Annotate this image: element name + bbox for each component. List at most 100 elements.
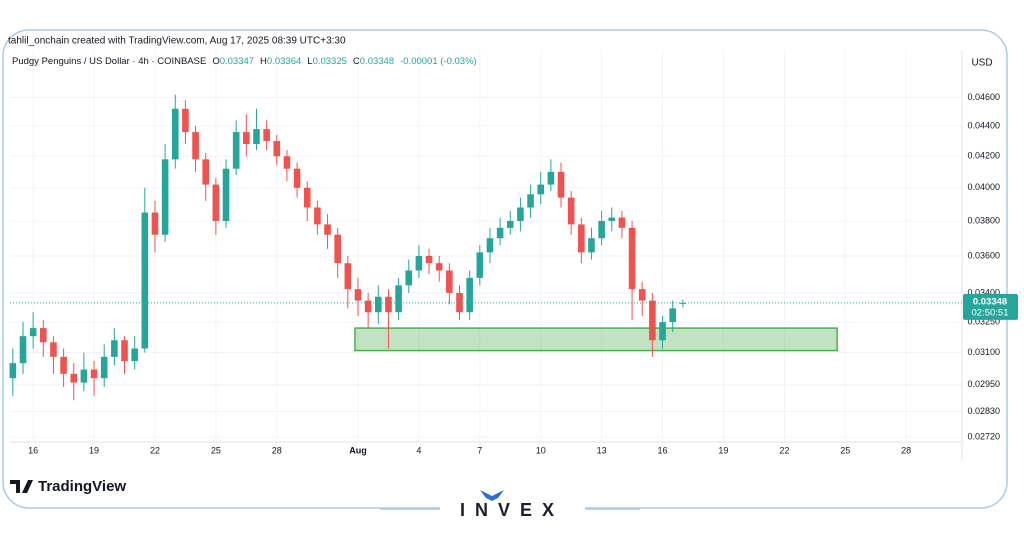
legend-value: 0.03347 — [220, 56, 254, 67]
y-tick-label: 0.04600 — [967, 92, 1000, 102]
y-tick-label: 0.03250 — [967, 316, 1000, 326]
legend-label: L — [307, 56, 312, 67]
legend: Pudgy Penguins / US Dollar · 4h · COINBA… — [12, 56, 477, 67]
candle-body — [253, 129, 260, 145]
candle-body — [476, 252, 484, 278]
candle-body — [243, 132, 250, 145]
y-tick-label: 0.03400 — [967, 287, 1000, 297]
candle-body — [29, 328, 37, 337]
candle-body — [202, 159, 210, 185]
legend-label: C — [353, 56, 360, 67]
candle-body — [70, 373, 78, 383]
x-tick-label: 22 — [779, 445, 789, 455]
candle-body — [649, 300, 656, 341]
legend-label: H — [260, 56, 267, 67]
candle-body — [182, 108, 189, 133]
candle-body — [628, 227, 636, 290]
y-tick-label: 0.03100 — [967, 347, 1000, 357]
candle-body — [364, 300, 372, 313]
y-tick-label: 0.04200 — [967, 151, 1000, 161]
candle-body — [314, 207, 321, 225]
legend-value: 0.03364 — [267, 56, 301, 67]
candle-body — [557, 171, 565, 198]
candle-body — [659, 322, 666, 341]
legend-value: -0.00001 (-0.03%) — [400, 56, 477, 67]
candle-body — [293, 168, 301, 188]
candle-body — [121, 340, 128, 362]
candle-body — [578, 224, 585, 253]
plot: 0.04600 0.04400 0.04200 0.04000 0.03800 0.036… — [9, 50, 1018, 455]
candle-body — [344, 263, 352, 290]
candle-body — [486, 238, 494, 253]
y-tick-label: 0.02950 — [967, 379, 1000, 389]
tv-logo: TradingView — [10, 478, 126, 495]
x-tick-label: 16 — [28, 445, 38, 455]
candle-body — [141, 212, 149, 349]
candle-body — [506, 220, 514, 228]
candle-body — [517, 207, 524, 221]
watermark-bg — [440, 496, 585, 524]
legend-label: O — [212, 56, 219, 67]
candle-body — [618, 217, 626, 228]
candle-body — [537, 184, 545, 195]
legend-title: Pudgy Penguins / US Dollar · 4h · COINBA… — [12, 56, 206, 67]
candle-body — [496, 227, 504, 239]
credit: tahlil_onchain created with TradingView.… — [8, 36, 346, 47]
candle-body — [527, 194, 534, 208]
candle-body — [283, 156, 291, 169]
candle-body — [385, 296, 392, 313]
candle-body — [212, 184, 220, 221]
candle-body — [263, 129, 270, 142]
candle-body — [222, 168, 230, 221]
candle-body — [588, 238, 595, 253]
candle-body — [161, 159, 169, 235]
candle-body — [415, 255, 423, 271]
legend-value: 0.03325 — [313, 56, 347, 67]
candle-body — [435, 263, 443, 271]
y-tick-label: 0.02720 — [967, 432, 1000, 442]
y-tick-label: 0.04000 — [967, 182, 1000, 192]
x-tick-label: 7 — [477, 445, 482, 455]
price-tag — [963, 293, 1018, 320]
candle-body — [50, 342, 57, 357]
candle-body — [192, 132, 199, 160]
y-tick-label: 0.03600 — [967, 250, 1000, 260]
candle-body — [405, 270, 413, 286]
candle-body — [80, 369, 88, 383]
candle-body — [100, 356, 108, 379]
x-tick-label: 28 — [272, 445, 282, 455]
candle-body — [547, 171, 555, 185]
candle-body — [39, 328, 47, 343]
candle-body — [395, 285, 402, 313]
candle-body — [354, 289, 362, 301]
x-tick-label: Aug — [349, 445, 367, 455]
candle-body — [171, 108, 179, 160]
candle-body — [60, 356, 67, 374]
candle-body — [374, 296, 382, 313]
watermark-icon — [480, 490, 504, 501]
candle-body — [456, 292, 463, 313]
y-tick-label: 0.02830 — [967, 406, 1000, 416]
candle-body — [466, 277, 473, 313]
x-tick-label: 25 — [840, 445, 850, 455]
candle-body — [567, 197, 575, 225]
legend-value: 0.03348 — [360, 56, 394, 67]
x-tick-label: 16 — [658, 445, 668, 455]
candle-body — [131, 348, 138, 362]
x-tick-label: 19 — [89, 445, 99, 455]
candle-body — [303, 187, 311, 208]
candle-body — [669, 308, 676, 323]
x-tick-label: 13 — [597, 445, 607, 455]
y-tick-label: 0.03800 — [967, 215, 1000, 225]
candle-body — [111, 340, 118, 357]
x-tick-label: 10 — [536, 445, 546, 455]
support-zone — [354, 327, 838, 352]
card-frame — [2, 29, 1008, 509]
x-tick-label: 25 — [211, 445, 221, 455]
candle-body — [9, 363, 17, 379]
candle-body — [425, 255, 433, 264]
watermark: INVEX — [460, 500, 564, 520]
candle-body — [324, 224, 331, 235]
candle-body — [19, 336, 27, 364]
